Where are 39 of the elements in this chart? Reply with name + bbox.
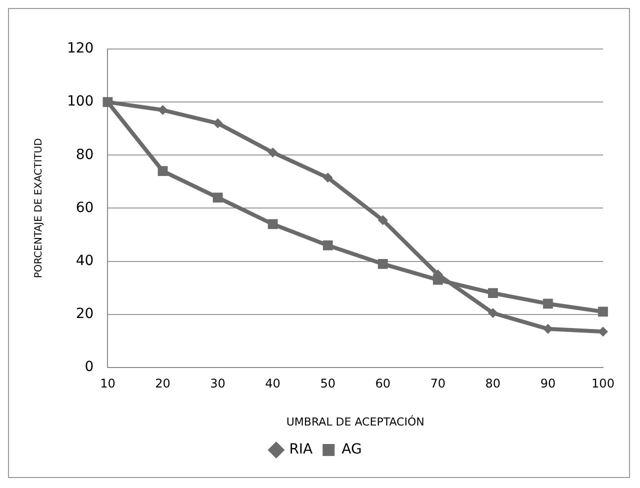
point [542,324,553,334]
x-tick-label: 50 [320,376,336,391]
point [488,308,498,318]
point [543,298,553,309]
y-tick-label: 20 [76,306,94,322]
x-tick-label: 100 [592,376,614,391]
y-axis-title: PORCENTAJE DE EXACTITUD [34,138,45,278]
point [158,166,168,176]
point [212,192,223,203]
x-tick-label: 80 [485,376,501,391]
y-tick-label: 120 [66,40,94,57]
point [158,105,168,116]
point [322,172,333,183]
point [432,274,443,285]
legend-label: RIA [289,442,314,458]
x-tick-label: 30 [210,376,226,391]
point [488,288,498,298]
x-tick-label: 60 [375,376,391,391]
point [322,240,333,250]
y-tick-label: 0 [84,359,94,376]
point [598,326,608,337]
y-tick-label: 60 [76,200,94,216]
y-tick-label: 100 [66,94,94,110]
x-tick-label: 20 [155,376,170,391]
point [268,219,278,230]
point [102,97,113,108]
x-tick-label: 70 [430,376,446,391]
y-tick-label: 40 [76,252,94,269]
point [598,306,608,317]
point [268,147,278,158]
x-tick-label: 40 [265,376,280,391]
y-tick-label: 80 [76,146,94,163]
point [212,118,223,128]
point [378,258,388,269]
legend-label: AG [342,442,362,458]
x-tick-label: 10 [100,376,116,391]
x-axis-title: UMBRAL DE ACEPTACIÓN [286,414,424,428]
x-tick-label: 90 [540,376,556,391]
point [378,215,388,226]
